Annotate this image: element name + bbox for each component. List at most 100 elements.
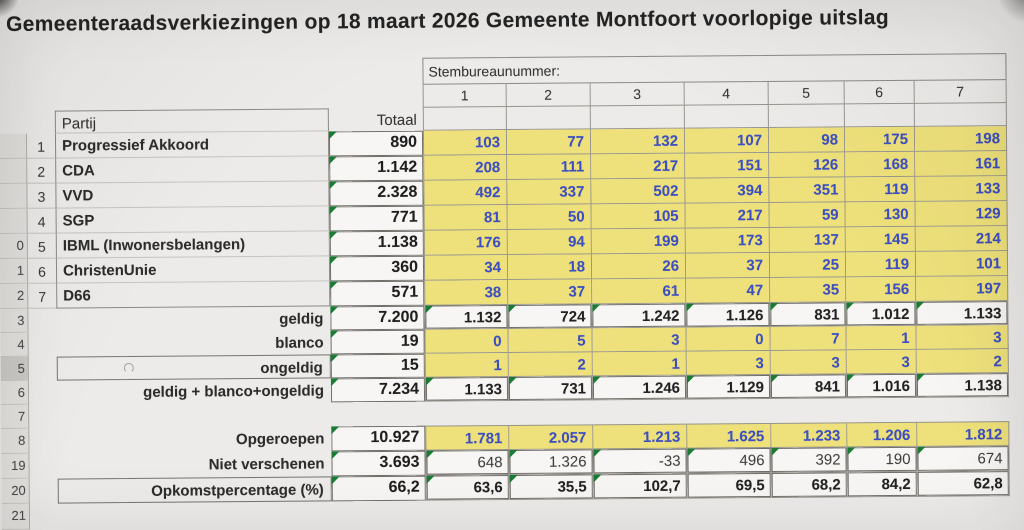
- row-header[interactable]: 21: [1, 503, 31, 530]
- party-number[interactable]: 7: [28, 283, 57, 309]
- value-cell[interactable]: [506, 106, 591, 131]
- value-cell[interactable]: 214: [915, 226, 1008, 252]
- value-cell[interactable]: 62,8: [917, 471, 1010, 497]
- value-cell[interactable]: 103: [422, 130, 508, 156]
- value-cell[interactable]: 492: [423, 180, 508, 206]
- value-cell[interactable]: 137: [769, 227, 846, 253]
- value-cell[interactable]: 1.242: [592, 303, 687, 329]
- row-header[interactable]: [0, 183, 28, 210]
- row-label[interactable]: Opkomstpercentage (%): [57, 476, 332, 504]
- party-name[interactable]: SGP: [55, 206, 330, 234]
- value-cell[interactable]: 102,7: [593, 473, 688, 500]
- value-cell[interactable]: 105: [591, 203, 686, 230]
- row-label[interactable]: Niet verschenen: [208, 455, 325, 474]
- total-cell[interactable]: 2.328: [329, 180, 424, 207]
- total-cell[interactable]: 15: [330, 353, 425, 379]
- value-cell[interactable]: 496: [687, 447, 772, 474]
- party-number[interactable]: 3: [27, 183, 56, 209]
- value-cell[interactable]: 84,2: [847, 471, 918, 498]
- station-number-header[interactable]: 7: [914, 80, 1007, 104]
- party-name[interactable]: CDA: [55, 156, 330, 184]
- row-label[interactable]: geldig: [279, 310, 324, 328]
- value-cell[interactable]: 133: [915, 176, 1008, 202]
- value-cell[interactable]: 111: [507, 154, 592, 181]
- value-cell[interactable]: 132: [590, 128, 686, 155]
- value-cell[interactable]: 35: [770, 277, 847, 303]
- row-header[interactable]: 2: [0, 283, 29, 310]
- station-number-header[interactable]: 4: [684, 81, 769, 106]
- value-cell[interactable]: 34: [423, 255, 509, 281]
- row-label[interactable]: geldig + blanco+ongeldig: [143, 382, 325, 401]
- row-header[interactable]: 19: [1, 453, 30, 480]
- value-cell[interactable]: 724: [508, 304, 593, 330]
- value-cell[interactable]: 1.133: [916, 301, 1009, 326]
- value-cell[interactable]: 156: [846, 276, 917, 303]
- value-cell[interactable]: 351: [769, 177, 846, 203]
- total-cell[interactable]: 360: [329, 255, 425, 282]
- row-header[interactable]: 6: [0, 380, 30, 406]
- value-cell[interactable]: 69,5: [687, 472, 772, 499]
- row-label[interactable]: blanco: [275, 334, 324, 352]
- party-name[interactable]: ChristenUnie: [55, 256, 331, 284]
- party-number[interactable]: 4: [27, 208, 56, 234]
- value-cell[interactable]: 101: [915, 251, 1009, 277]
- value-cell[interactable]: 1.126: [686, 302, 771, 328]
- value-cell[interactable]: 1.781: [425, 425, 510, 451]
- station-number-header[interactable]: 2: [506, 83, 591, 108]
- value-cell[interactable]: 168: [845, 151, 916, 178]
- value-cell[interactable]: 1.233: [771, 422, 848, 448]
- total-cell[interactable]: 1.142: [329, 155, 424, 182]
- value-cell[interactable]: 1.132: [424, 305, 509, 330]
- value-cell[interactable]: 190: [847, 446, 918, 473]
- row-header[interactable]: [0, 208, 28, 235]
- row-header[interactable]: 8: [1, 428, 30, 455]
- total-cell[interactable]: 7.200: [330, 305, 425, 331]
- value-cell[interactable]: 1.129: [686, 374, 772, 400]
- value-cell[interactable]: 394: [685, 177, 770, 204]
- value-cell[interactable]: [844, 103, 915, 128]
- value-cell[interactable]: 337: [507, 179, 592, 206]
- value-cell[interactable]: 3: [592, 327, 687, 353]
- row-header[interactable]: 1: [0, 258, 29, 285]
- row-header[interactable]: 20: [1, 478, 30, 505]
- value-cell[interactable]: 63,6: [425, 475, 510, 501]
- value-cell[interactable]: 68,2: [771, 472, 848, 498]
- value-cell[interactable]: 199: [591, 228, 686, 255]
- value-cell[interactable]: 77: [506, 129, 592, 156]
- value-cell[interactable]: 2: [508, 352, 593, 378]
- value-cell[interactable]: 1.016: [846, 373, 918, 399]
- value-cell[interactable]: 3: [846, 349, 917, 375]
- value-cell[interactable]: 841: [770, 374, 848, 399]
- party-number[interactable]: 1: [26, 133, 56, 159]
- value-cell[interactable]: 5: [508, 328, 593, 354]
- value-cell[interactable]: 3: [686, 350, 771, 376]
- total-cell[interactable]: 571: [330, 280, 425, 307]
- value-cell[interactable]: 648: [425, 450, 510, 476]
- value-cell[interactable]: 107: [684, 127, 770, 154]
- value-cell[interactable]: 392: [771, 447, 848, 473]
- value-cell[interactable]: 18: [507, 254, 593, 281]
- value-cell[interactable]: 3: [770, 350, 847, 375]
- value-cell[interactable]: 731: [508, 376, 594, 402]
- station-number-header[interactable]: 5: [768, 81, 845, 105]
- value-cell[interactable]: 59: [769, 202, 846, 228]
- value-cell[interactable]: 831: [770, 302, 847, 327]
- value-cell[interactable]: 1.206: [847, 421, 918, 448]
- value-cell[interactable]: 1: [846, 325, 917, 351]
- value-cell[interactable]: 145: [845, 226, 916, 253]
- value-cell[interactable]: 130: [845, 201, 916, 228]
- value-cell[interactable]: 674: [917, 446, 1010, 472]
- value-cell[interactable]: 37: [685, 252, 771, 279]
- value-cell[interactable]: [914, 103, 1007, 127]
- value-cell[interactable]: 119: [845, 176, 916, 203]
- party-name[interactable]: D66: [56, 281, 331, 309]
- value-cell[interactable]: 129: [915, 201, 1008, 227]
- value-cell[interactable]: 7: [770, 326, 847, 351]
- value-cell[interactable]: 173: [685, 227, 770, 254]
- value-cell[interactable]: 2: [916, 349, 1009, 374]
- station-number-header[interactable]: 1: [422, 84, 507, 108]
- value-cell[interactable]: 175: [844, 126, 916, 153]
- value-cell[interactable]: 151: [685, 152, 770, 179]
- value-cell[interactable]: 502: [591, 178, 686, 205]
- value-cell[interactable]: 1: [592, 351, 687, 377]
